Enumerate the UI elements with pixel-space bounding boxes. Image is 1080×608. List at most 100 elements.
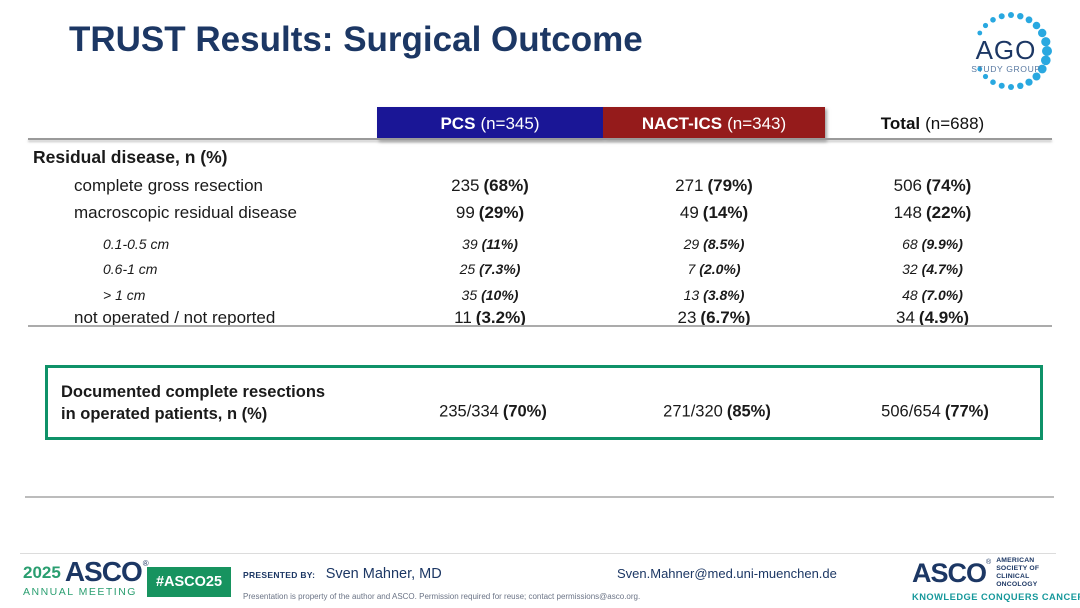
box-total-value: 506/654 (77%)	[881, 402, 989, 421]
ago-logo-text: AGO	[976, 35, 1037, 65]
value-pct: (68%)	[483, 175, 529, 195]
disclaimer-text: Presentation is property of the author a…	[243, 592, 641, 601]
value-pct: (8.5%)	[703, 235, 745, 252]
column-header-pcs: PCS (n=345)	[377, 107, 603, 140]
asco-society-line2: CLINICAL ONCOLOGY	[996, 573, 1038, 588]
value-pct: (7.3%)	[479, 261, 521, 278]
row-label: complete gross resection	[74, 175, 263, 195]
table-subrow: 0.1-0.5 cm 39 (11%) 29 (8.5%) 68 (9.9%)	[33, 231, 1040, 257]
value-pct: (6.7%)	[700, 308, 751, 327]
nact-value: 13 (3.8%)	[603, 287, 825, 303]
asco-society-logo: ASCO ® AMERICAN SOCIETY OF CLINICAL ONCO…	[912, 557, 1080, 602]
registered-mark-icon: ®	[142, 559, 149, 568]
value-pct: (70%)	[502, 402, 547, 420]
asco-society-line1: AMERICAN SOCIETY OF	[996, 557, 1040, 572]
meeting-year: 2025	[23, 563, 61, 582]
table-row: complete gross resection 235 (68%) 271 (79…	[33, 172, 1040, 199]
column-header-total: Total (n=688)	[825, 107, 1040, 140]
value-pct: (29%)	[478, 202, 525, 222]
column-header-nact-ics: NACT-ICS (n=343)	[603, 107, 825, 140]
meeting-brand: ASCO	[64, 556, 143, 587]
table-row: macroscopic residual disease 99 (29%) 49(…	[33, 199, 1040, 226]
presenter-email: Sven.Mahner@med.uni-muenchen.de	[617, 566, 837, 581]
value-pct: (11%)	[481, 235, 518, 252]
value-pct: (9.9%)	[921, 235, 963, 252]
hashtag-badge: #ASCO25	[147, 567, 231, 597]
table-subrow: 0.6-1 cm 25 (7.3%) 7 (2.0%) 32 (4.7%)	[33, 257, 1040, 283]
column-header-total-n: (n=688)	[925, 113, 985, 133]
column-header-total-name: Total	[880, 113, 921, 133]
row-label: not operated / not reported	[74, 308, 276, 327]
pcs-value: 235 (68%)	[377, 176, 603, 196]
box-nact-value: 271/320 (85%)	[663, 402, 771, 421]
ago-logo-subtitle: STUDY GROUP	[971, 64, 1040, 74]
divider-footer	[20, 553, 1056, 554]
asco-society-logo-top: ASCO ® AMERICAN SOCIETY OF CLINICAL ONCO…	[912, 557, 1062, 589]
value-n: 506/654	[881, 402, 941, 420]
total-value: 48 (7.0%)	[825, 287, 1040, 303]
box-label-line1: Documented complete resections	[61, 382, 326, 401]
presented-by-block: PRESENTED BY: Sven Mahner, MD Presentati…	[243, 565, 640, 601]
box-label: Documented complete resections in operat…	[61, 381, 325, 425]
divider-lower	[25, 496, 1054, 498]
total-value: 68 (9.9%)	[825, 236, 1040, 252]
value-n: 34	[896, 308, 915, 327]
value-pct: (4.9%)	[918, 308, 969, 327]
value-n: 11	[454, 308, 472, 327]
value-n: 68	[902, 235, 918, 252]
value-n: 148	[893, 202, 922, 222]
divider-under-header	[28, 138, 1052, 140]
ago-study-group-logo: AGO STUDY GROUP	[956, 9, 1062, 93]
presented-by-label: PRESENTED BY:	[243, 570, 316, 580]
asco-annual-meeting-logo-top: 2025 ASCO ®	[23, 556, 149, 587]
value-n: 23	[677, 308, 697, 327]
value-pct: (10%)	[481, 286, 519, 303]
asco-tagline: KNOWLEDGE CONQUERS CANCER	[912, 592, 1080, 602]
value-n: 7	[687, 261, 696, 278]
value-pct: (4.7%)	[921, 261, 963, 278]
value-n: 35	[461, 286, 478, 303]
value-pct: (85%)	[726, 402, 771, 420]
complete-resections-highlight-box: Documented complete resections in operat…	[45, 365, 1043, 440]
value-n: 13	[683, 286, 700, 303]
value-n: 32	[902, 261, 918, 278]
value-pct: (14%)	[702, 202, 749, 222]
value-n: 48	[902, 286, 918, 303]
row-label: 0.1-0.5 cm	[103, 235, 170, 252]
value-n: 271	[675, 175, 704, 195]
column-header-pcs-n: (n=345)	[480, 113, 540, 133]
pcs-value: 35 (10%)	[377, 287, 603, 303]
page-title: TRUST Results: Surgical Outcome	[69, 20, 643, 59]
table-header-row: PCS (n=345) NACT-ICS (n=343) Total (n=68…	[33, 107, 1040, 140]
box-pcs-value: 235/334 (70%)	[439, 402, 547, 421]
divider-under-table	[28, 325, 1052, 327]
column-header-pcs-name: PCS	[440, 113, 476, 133]
nact-value: 23 (6.7%)	[603, 308, 825, 328]
registered-mark-icon: ®	[986, 559, 992, 566]
header-spacer	[33, 107, 377, 140]
value-pct: (77%)	[944, 402, 989, 420]
table-section-row: Residual disease, n (%)	[33, 143, 1040, 172]
nact-value: 49 (14%)	[603, 203, 825, 223]
total-value: 148 (22%)	[825, 203, 1040, 223]
table-body: Residual disease, n (%) complete gross r…	[33, 143, 1040, 329]
row-label: > 1 cm	[103, 286, 146, 303]
row-label: 0.6-1 cm	[103, 261, 158, 278]
value-n: 39	[462, 235, 478, 252]
table-row: not operated / not reported 11 (3.2%) 23(…	[33, 308, 1040, 329]
asco-brand: ASCO	[912, 558, 987, 588]
nact-value: 7 (2.0%)	[603, 261, 825, 277]
pcs-value: 25 (7.3%)	[377, 261, 603, 277]
nact-value: 29 (8.5%)	[603, 236, 825, 252]
nact-value: 271 (79%)	[603, 176, 825, 196]
column-header-nact-name: NACT-ICS	[641, 113, 723, 133]
value-n: 25	[459, 261, 476, 278]
ago-dotted-circle-icon: AGO STUDY GROUP	[971, 12, 1052, 90]
total-value: 506 (74%)	[825, 176, 1040, 196]
value-pct: (3.2%)	[475, 308, 526, 327]
presenter-name: Sven Mahner, MD	[325, 566, 442, 582]
presented-by-line: PRESENTED BY: Sven Mahner, MD	[243, 565, 640, 583]
value-pct: (2.0%)	[699, 261, 741, 278]
asco-annual-meeting-logo: 2025 ASCO ® ANNUAL MEETING	[23, 556, 149, 599]
